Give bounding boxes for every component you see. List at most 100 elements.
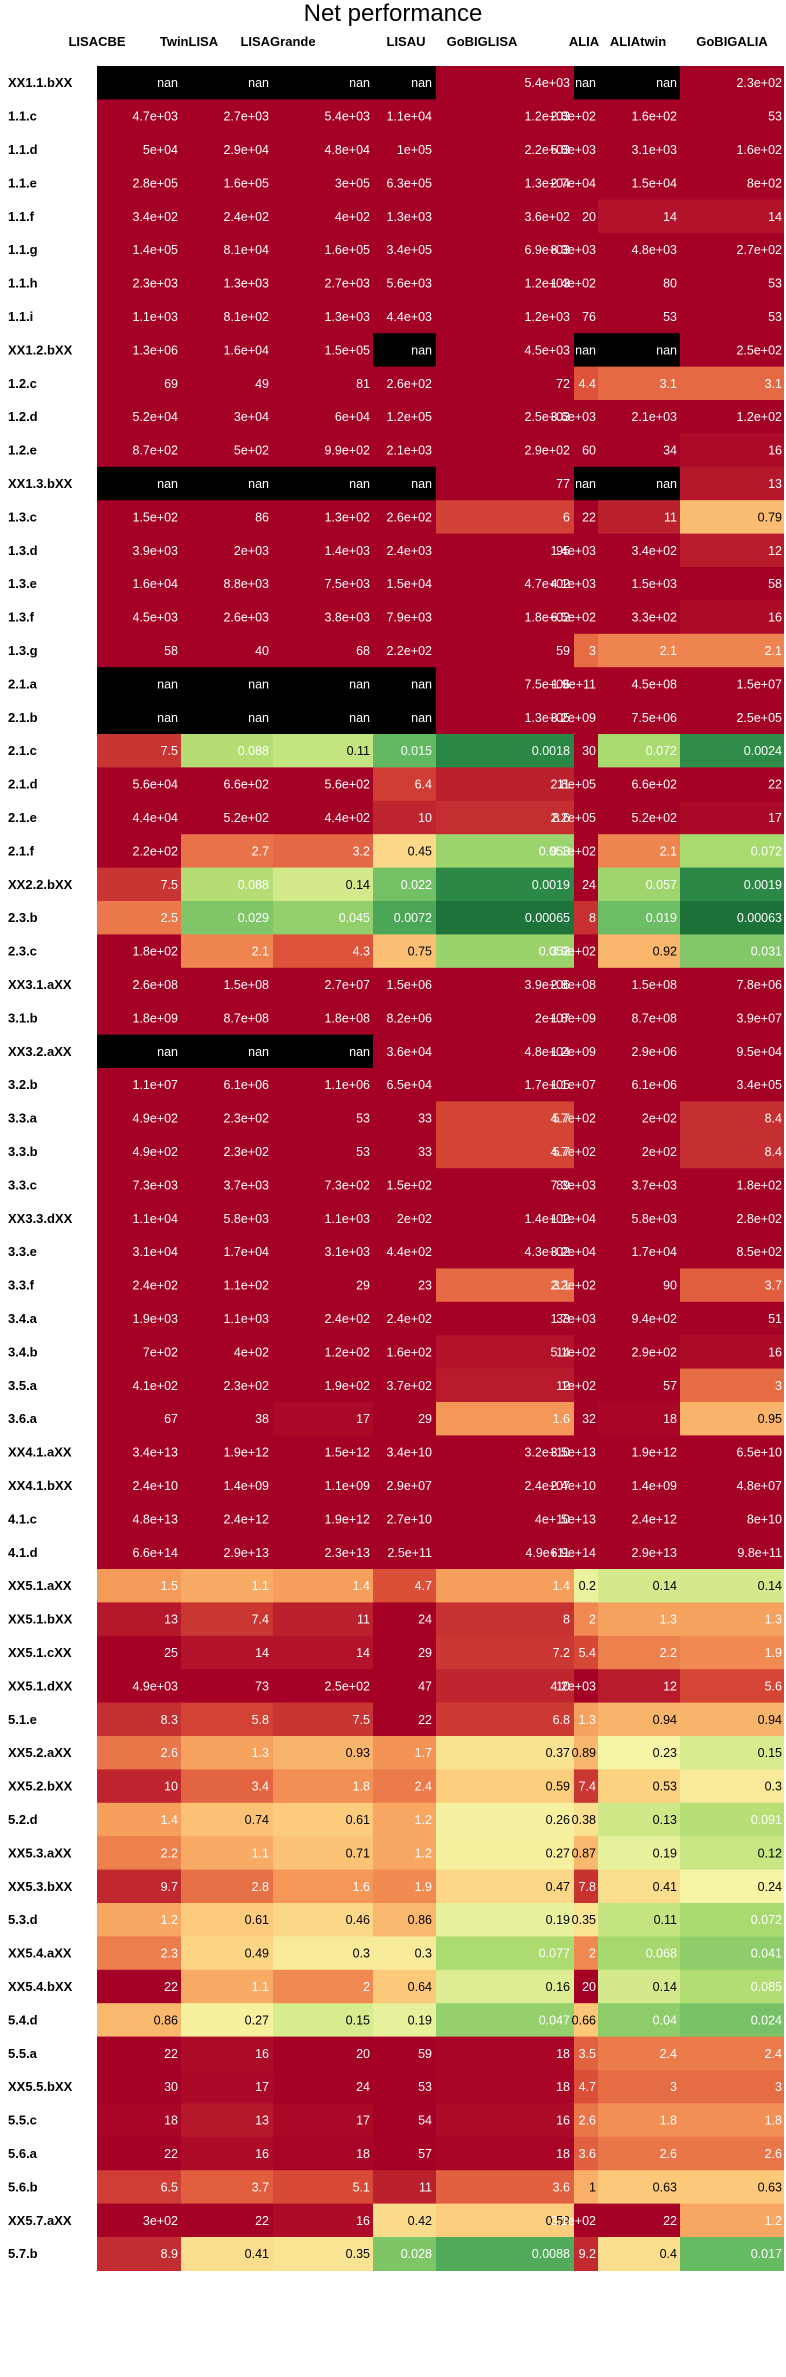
cell-value-label: 2.9e+07	[386, 1479, 432, 1493]
cell-value-label: 9.8e+11	[737, 1546, 782, 1560]
cell-value-label: 1.4	[553, 1579, 570, 1593]
heatmap-cell	[598, 1134, 680, 1169]
cell-value-label: 0.63	[653, 2180, 677, 2194]
row-label: XX5.2.bXX	[8, 1779, 73, 1794]
cell-value-label: 3.1e+04	[132, 1245, 178, 1259]
cell-value-label: 23	[418, 1279, 432, 1293]
heatmap-cell	[181, 1201, 273, 1236]
heatmap-cell	[181, 266, 273, 301]
heatmap-cell	[273, 2070, 373, 2104]
cell-value-label: 53	[768, 310, 782, 324]
heatmap-cell	[436, 1702, 574, 1737]
cell-value-label: 0.94	[758, 1713, 782, 1727]
cell-value-label: 1.1	[252, 1846, 269, 1860]
heatmap-cell	[598, 1736, 680, 1770]
heatmap-cell	[273, 2003, 373, 2038]
heatmap-cell	[97, 1268, 181, 1303]
heatmap-cell	[181, 1101, 273, 1136]
cell-value-label: 68	[356, 644, 370, 658]
cell-value-label: 8e+02	[747, 176, 782, 190]
heatmap-cell	[680, 1903, 784, 1937]
heatmap-cell	[574, 500, 598, 535]
cell-value-label: 0.024	[751, 2013, 782, 2027]
cell-value-label: 3.1	[765, 377, 782, 391]
cell-value-label: 3.3e+02	[631, 611, 677, 625]
heatmap-cell	[680, 1569, 784, 1603]
cell-value-label: 1.1e+04	[386, 110, 432, 124]
heatmap-cell	[574, 1736, 598, 1770]
cell-value-label: 2.7e+10	[386, 1512, 432, 1526]
heatmap-cell	[97, 600, 181, 635]
cell-value-label: 0.19	[408, 2013, 432, 2027]
heatmap-cell	[574, 734, 598, 768]
heatmap-cell	[373, 1268, 436, 1303]
cell-value-label: 5e+04	[143, 143, 178, 157]
heatmap-cell	[574, 66, 598, 100]
cell-value-label: 3.5e+13	[550, 1446, 596, 1460]
heatmap-cell	[574, 1969, 598, 2004]
cell-value-label: 0.26	[546, 1813, 570, 1827]
cell-value-label: 6e+04	[335, 410, 370, 424]
cell-value-label: 2	[363, 1980, 370, 1994]
cell-value-label: 1.4e+03	[550, 544, 596, 558]
cell-value-label: 9.9e+02	[324, 444, 370, 458]
heatmap-cell	[598, 533, 680, 568]
cell-value-label: 24	[418, 1613, 432, 1627]
cell-value-label: 1.6	[553, 1412, 570, 1426]
cell-value-label: 1.9e+12	[631, 1446, 677, 1460]
cell-value-label: 8.8e+03	[223, 577, 269, 591]
cell-value-label: 0.031	[751, 945, 782, 959]
cell-value-label: 4.4e+04	[132, 811, 178, 825]
heatmap-cell	[598, 233, 680, 267]
heatmap-cell	[598, 66, 680, 100]
cell-value-label: 5.4	[579, 1646, 596, 1660]
heatmap-cell	[680, 567, 784, 601]
cell-value-label: 0.15	[346, 2013, 370, 2027]
cell-value-label: 3.2e+10	[524, 1446, 570, 1460]
heatmap-cell	[273, 967, 373, 1002]
cell-value-label: 4.3e+02	[524, 1245, 570, 1259]
cell-value-label: 2.9e+13	[223, 1546, 269, 1560]
cell-value-label: 0.71	[346, 1846, 370, 1860]
heatmap-cell	[97, 400, 181, 434]
heatmap-cell	[574, 967, 598, 1002]
heatmap-cell	[181, 66, 273, 100]
heatmap-cell	[97, 1602, 181, 1637]
cell-value-label: 2	[589, 1947, 596, 1961]
cell-value-label: 90	[663, 1279, 677, 1293]
cell-value-label: 0.35	[346, 2247, 370, 2261]
heatmap-cell	[598, 1368, 680, 1403]
heatmap-cell	[97, 1402, 181, 1436]
row-label: XX3.1.aXX	[8, 977, 72, 992]
heatmap-cell	[598, 800, 680, 835]
row-label: 3.3.b	[8, 1144, 38, 1159]
row-label: 1.1.i	[8, 309, 33, 324]
cell-value-label: 3.6e+03	[550, 410, 596, 424]
heatmap-cell	[598, 199, 680, 234]
cell-value-label: 1.2e+09	[550, 1045, 596, 1059]
cell-value-label: 1.5e+04	[631, 176, 677, 190]
cell-value-label: 0.2	[579, 1579, 596, 1593]
cell-value-label: 17	[255, 2080, 269, 2094]
cell-value-label: 0.41	[245, 2247, 269, 2261]
cell-value-label: 8.1e+04	[223, 243, 269, 257]
row-label: XX3.3.dXX	[8, 1211, 73, 1226]
heatmap-cell	[373, 1101, 436, 1136]
cell-value-label: 7.5	[161, 744, 178, 758]
cell-value-label: 3.6	[553, 2180, 570, 2194]
heatmap-cell	[273, 1201, 373, 1236]
cell-value-label: 9.2	[579, 2247, 596, 2261]
cell-value-label: 2.6e+08	[132, 978, 178, 992]
cell-value-label: 1.9e+12	[223, 1446, 269, 1460]
row-label: 2.1.b	[8, 710, 38, 725]
heatmap-cell	[97, 99, 181, 134]
cell-value-label: 2.4e+07	[524, 1479, 570, 1493]
heatmap-cell	[273, 166, 373, 201]
heatmap-cell	[373, 1001, 436, 1036]
cell-value-label: 4.9e+02	[132, 1112, 178, 1126]
cell-value-label: 57	[418, 2147, 432, 2161]
heatmap-cell	[574, 99, 598, 134]
heatmap-cell	[273, 1368, 373, 1403]
cell-value-label: 24	[356, 2080, 370, 2094]
cell-value-label: 0.61	[346, 1813, 370, 1827]
